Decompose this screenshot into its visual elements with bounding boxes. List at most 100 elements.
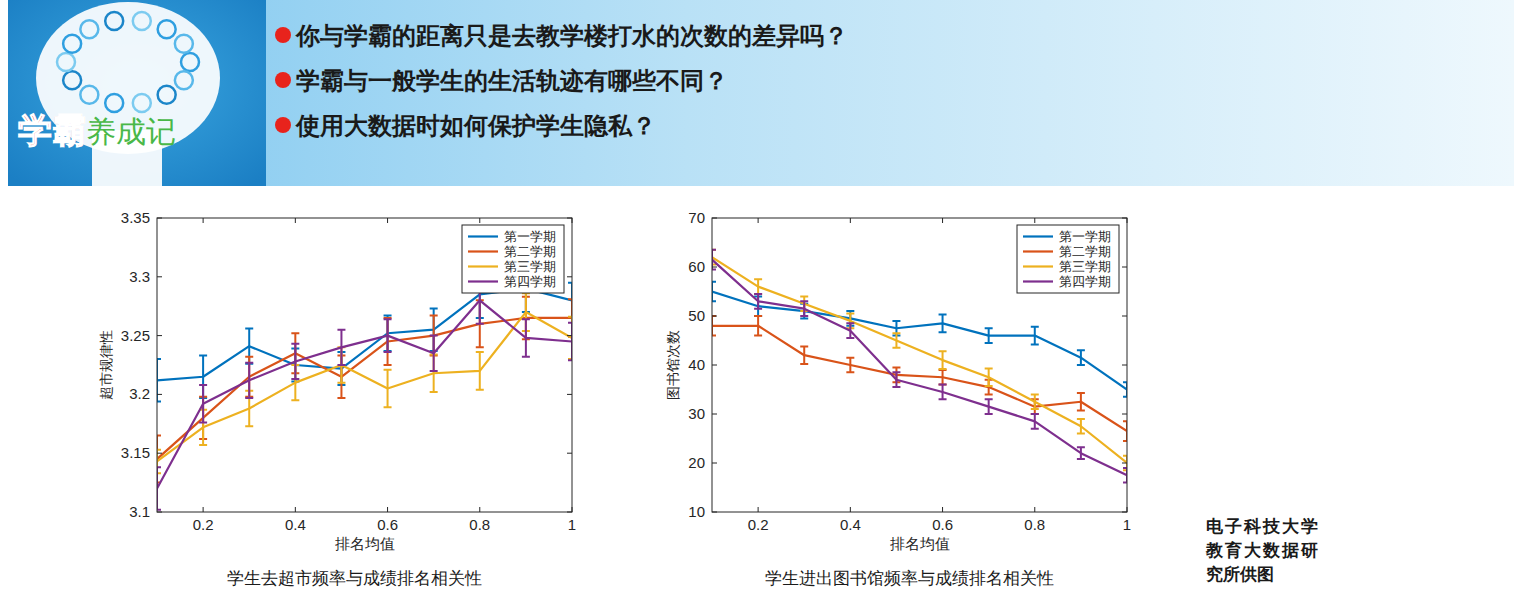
x-tick-label: 0.8 — [469, 516, 490, 533]
x-tick — [1127, 218, 1128, 223]
error-bar — [892, 333, 900, 348]
y-axis-title: 图书馆次数 — [665, 330, 681, 400]
error-bar — [939, 351, 947, 369]
x-tick-label: 0.4 — [285, 516, 306, 533]
error-bar — [939, 385, 947, 400]
x-axis-title: 排名均值 — [335, 535, 395, 552]
error-bar — [568, 323, 572, 361]
y-axis-title: 超市规律性 — [98, 330, 114, 400]
error-bar — [712, 250, 716, 270]
plot-frame — [157, 218, 572, 512]
legend-box — [1017, 225, 1119, 293]
error-bar — [199, 385, 207, 423]
series-line — [157, 318, 572, 459]
error-bar — [939, 370, 947, 385]
logo-icon — [105, 94, 123, 112]
x-tick — [479, 218, 480, 223]
x-tick — [203, 507, 204, 512]
data-group — [157, 265, 572, 510]
logo-icon — [158, 20, 176, 38]
logo-icon — [63, 35, 81, 53]
x-tick — [387, 218, 388, 223]
x-tick-label: 0.6 — [932, 516, 953, 533]
y-tick — [567, 218, 572, 219]
logo-bg — [8, 0, 266, 186]
series-line — [712, 326, 1127, 431]
question: 使用大数据时如何保护学生隐私？ — [295, 112, 656, 140]
legend-label: 第一学期 — [504, 229, 556, 244]
x-tick — [387, 507, 388, 512]
logo-icon — [181, 53, 199, 71]
x-tick — [942, 507, 943, 512]
error-bar — [384, 370, 392, 408]
legend-swatch — [1023, 235, 1053, 237]
legend-label: 第三学期 — [504, 259, 556, 274]
error-bar — [157, 359, 161, 401]
legend-swatch — [468, 280, 498, 282]
x-tick — [850, 507, 851, 512]
error-bar — [157, 467, 161, 509]
plot-frame — [712, 218, 1127, 512]
question-bullet — [275, 27, 291, 43]
logo-icon — [63, 71, 81, 89]
legend: 第一学期第二学期第三学期第四学期 — [462, 225, 564, 293]
chart-title: 学生进出图书馆频率与成绩排名相关性 — [765, 569, 1054, 588]
y-tick — [157, 394, 162, 395]
error-bar — [430, 336, 438, 371]
x-tick-label: 1 — [568, 516, 576, 533]
error-bar — [522, 319, 530, 357]
error-bar — [985, 328, 993, 343]
chart-title: 学生去超市频率与成绩排名相关性 — [227, 569, 482, 588]
legend-swatch — [1023, 265, 1053, 267]
y-tick — [157, 453, 162, 454]
x-tick — [572, 507, 573, 512]
error-bar — [384, 318, 392, 365]
error-bar — [800, 346, 808, 364]
y-tick — [712, 512, 717, 513]
legend-swatch — [1023, 250, 1053, 252]
logo-sub: 养成记 — [86, 114, 176, 149]
error-bar — [476, 352, 484, 390]
legend-label: 第四学期 — [1059, 274, 1111, 289]
error-bar — [985, 368, 993, 386]
x-tick — [295, 507, 296, 512]
y-tick — [157, 512, 162, 513]
error-bar — [939, 315, 947, 333]
error-bar — [1031, 327, 1039, 345]
y-tick — [712, 267, 717, 268]
y-tick — [567, 394, 572, 395]
legend-box — [462, 225, 564, 293]
legend-swatch — [1023, 280, 1053, 282]
x-tick — [758, 507, 759, 512]
legend-swatch — [468, 265, 498, 267]
error-bar — [1031, 414, 1039, 429]
plot-bg — [712, 218, 1127, 512]
y-tick-label: 70 — [688, 209, 705, 226]
x-tick — [1034, 218, 1035, 223]
y-tick-label: 3.15 — [121, 444, 150, 461]
y-tick — [1122, 316, 1127, 317]
error-bar — [712, 282, 716, 302]
error-bar — [1123, 421, 1127, 441]
y-tick — [712, 316, 717, 317]
legend-swatch — [468, 235, 498, 237]
logo-icon — [80, 86, 98, 104]
question-bullet — [275, 72, 291, 88]
error-bar — [384, 319, 392, 352]
legend-label: 第二学期 — [504, 244, 556, 259]
error-bar — [712, 316, 716, 336]
x-tick — [203, 218, 204, 223]
y-tick-label: 3.25 — [121, 327, 150, 344]
question-bullet — [275, 117, 291, 133]
error-bar — [245, 363, 253, 398]
y-tick — [712, 414, 717, 415]
credit: 电子科技大学教育大数据研究所供图 — [1206, 514, 1318, 586]
error-bar — [1077, 393, 1085, 411]
logo-icon — [105, 12, 123, 30]
y-tick-label: 60 — [688, 258, 705, 275]
logo-icon — [175, 35, 193, 53]
x-tick — [1127, 507, 1128, 512]
legend-swatch — [468, 250, 498, 252]
x-tick-label: 1 — [1123, 516, 1131, 533]
logo-icon — [80, 20, 98, 38]
